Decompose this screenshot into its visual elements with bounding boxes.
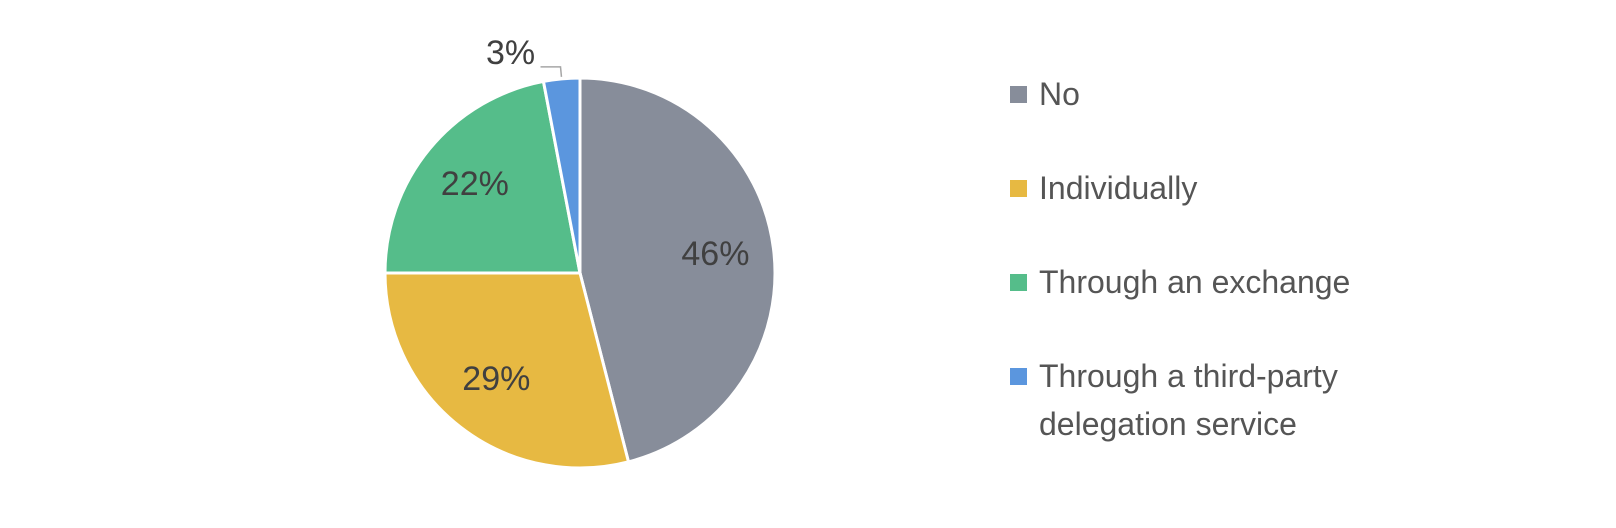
legend: No Individually Through an exchange Through… (1010, 70, 1410, 446)
data-label: 46% (681, 235, 749, 273)
data-label: 22% (441, 165, 509, 203)
pie-slice (541, 76, 582, 274)
legend-swatch (1010, 274, 1027, 291)
legend-item: Through an exchange (1010, 258, 1410, 352)
leader-line (540, 66, 563, 77)
pie-slice (383, 271, 631, 470)
data-label: 29% (462, 360, 530, 398)
legend-swatch (1010, 368, 1027, 385)
legend-label: No (1039, 76, 1080, 112)
legend-swatch (1010, 180, 1027, 197)
legend-swatch (1010, 86, 1027, 103)
data-label: 3% (486, 34, 535, 72)
legend-item: No (1010, 70, 1410, 164)
legend-item: Through a third-party delegation service (1010, 352, 1410, 446)
legend-label: Through an exchange (1039, 264, 1351, 300)
legend-label: Individually (1039, 170, 1198, 206)
legend-label: Through a third-party delegation service (1039, 358, 1338, 442)
legend-item: Individually (1010, 164, 1410, 258)
pie-slice (578, 76, 777, 464)
pie-slice (383, 79, 582, 275)
